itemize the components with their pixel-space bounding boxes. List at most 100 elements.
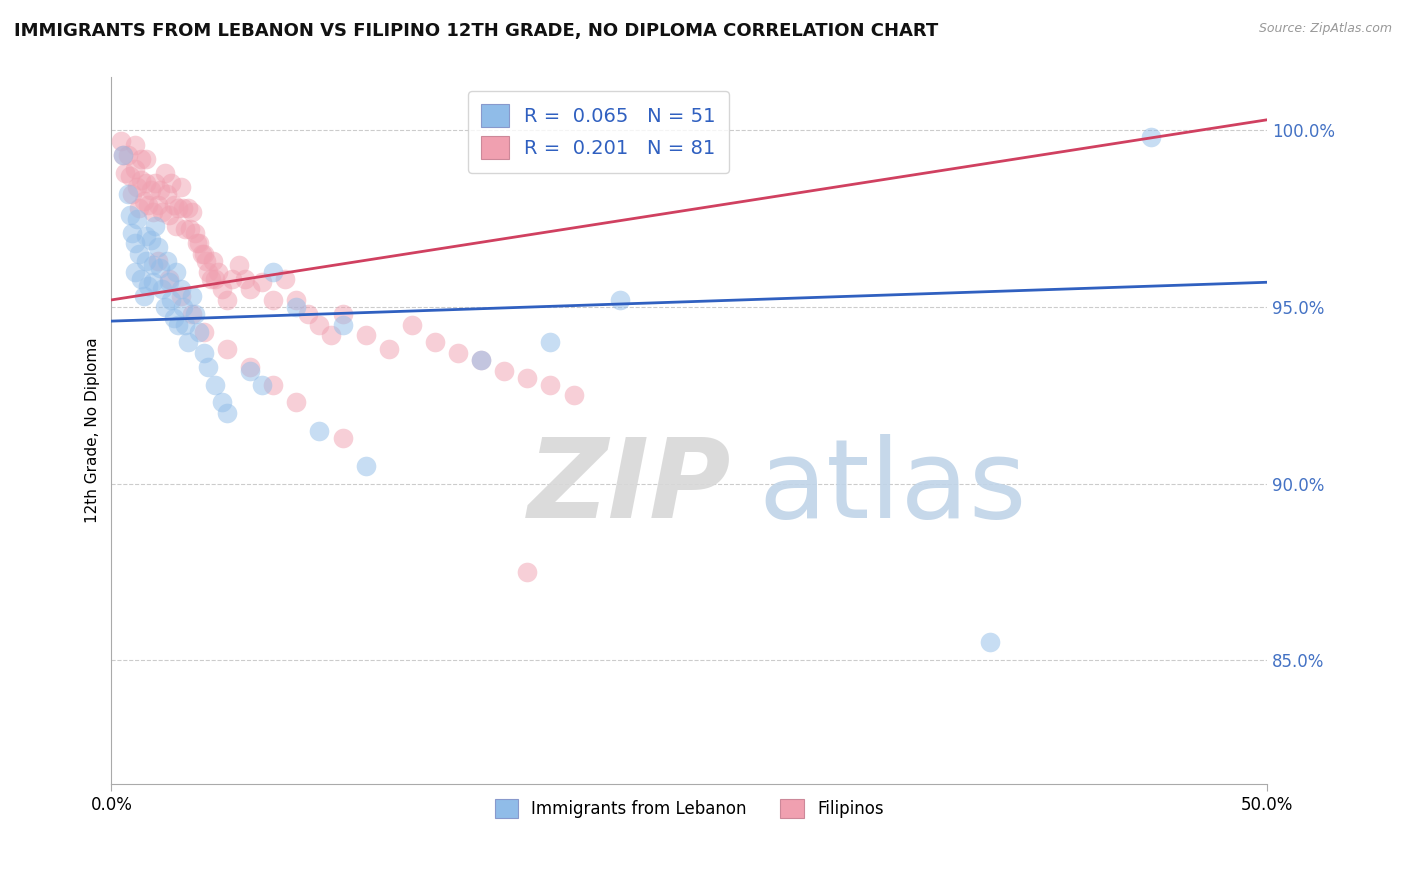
Point	[274, 271, 297, 285]
Point	[117, 148, 139, 162]
Point	[221, 271, 243, 285]
Point	[150, 204, 173, 219]
Point	[239, 359, 262, 374]
Point	[125, 180, 148, 194]
Point	[195, 254, 218, 268]
Point	[111, 148, 134, 162]
Point	[121, 226, 143, 240]
Point	[181, 289, 204, 303]
Point	[207, 265, 229, 279]
Point	[319, 328, 342, 343]
Point	[239, 282, 262, 296]
Point	[204, 377, 226, 392]
Point	[117, 186, 139, 201]
Point	[149, 261, 172, 276]
Point	[200, 271, 222, 285]
Point	[157, 271, 180, 285]
Point	[125, 211, 148, 226]
Point	[118, 208, 141, 222]
Point	[156, 254, 179, 268]
Point	[332, 431, 354, 445]
Point	[202, 254, 225, 268]
Point	[135, 229, 157, 244]
Point	[188, 325, 211, 339]
Point	[128, 201, 150, 215]
Point	[124, 236, 146, 251]
Point	[979, 635, 1001, 649]
Point	[204, 271, 226, 285]
Point	[211, 282, 233, 296]
Point	[516, 370, 538, 384]
Point	[176, 201, 198, 215]
Text: IMMIGRANTS FROM LEBANON VS FILIPINO 12TH GRADE, NO DIPLOMA CORRELATION CHART: IMMIGRANTS FROM LEBANON VS FILIPINO 12TH…	[14, 22, 938, 40]
Point	[193, 325, 215, 339]
Point	[190, 247, 212, 261]
Point	[163, 310, 186, 325]
Point	[1140, 130, 1163, 145]
Point	[540, 335, 562, 350]
Point	[132, 289, 155, 303]
Point	[135, 177, 157, 191]
Point	[132, 194, 155, 208]
Point	[172, 201, 194, 215]
Point	[142, 258, 165, 272]
Point	[215, 343, 238, 357]
Point	[174, 318, 197, 332]
Point	[165, 219, 187, 233]
Point	[540, 377, 562, 392]
Point	[215, 406, 238, 420]
Point	[183, 307, 205, 321]
Point	[111, 148, 134, 162]
Point	[470, 353, 492, 368]
Point	[157, 208, 180, 222]
Point	[197, 265, 219, 279]
Point	[139, 184, 162, 198]
Text: ZIP: ZIP	[527, 434, 731, 541]
Point	[167, 201, 190, 215]
Point	[401, 318, 423, 332]
Point	[153, 300, 176, 314]
Point	[167, 318, 190, 332]
Point	[139, 233, 162, 247]
Point	[516, 565, 538, 579]
Point	[239, 363, 262, 377]
Point	[135, 152, 157, 166]
Point	[131, 152, 153, 166]
Point	[143, 177, 166, 191]
Point	[118, 169, 141, 184]
Point	[262, 293, 284, 307]
Point	[186, 236, 208, 251]
Point	[153, 166, 176, 180]
Point	[163, 197, 186, 211]
Point	[170, 282, 193, 296]
Point	[183, 226, 205, 240]
Point	[285, 395, 308, 409]
Point	[142, 204, 165, 219]
Point	[160, 293, 183, 307]
Point	[215, 293, 238, 307]
Point	[354, 458, 377, 473]
Point	[150, 282, 173, 296]
Point	[160, 177, 183, 191]
Point	[250, 275, 273, 289]
Point	[138, 197, 160, 211]
Point	[143, 219, 166, 233]
Point	[181, 307, 204, 321]
Point	[131, 271, 153, 285]
Point	[308, 318, 330, 332]
Point	[174, 222, 197, 236]
Point	[235, 271, 257, 285]
Point	[124, 137, 146, 152]
Point	[128, 247, 150, 261]
Y-axis label: 12th Grade, No Diploma: 12th Grade, No Diploma	[86, 338, 100, 524]
Legend: Immigrants from Lebanon, Filipinos: Immigrants from Lebanon, Filipinos	[488, 792, 890, 825]
Point	[124, 265, 146, 279]
Point	[170, 180, 193, 194]
Point	[114, 166, 136, 180]
Point	[138, 278, 160, 293]
Point	[197, 359, 219, 374]
Point	[423, 335, 446, 350]
Point	[228, 258, 250, 272]
Point	[193, 346, 215, 360]
Text: atlas: atlas	[758, 434, 1026, 541]
